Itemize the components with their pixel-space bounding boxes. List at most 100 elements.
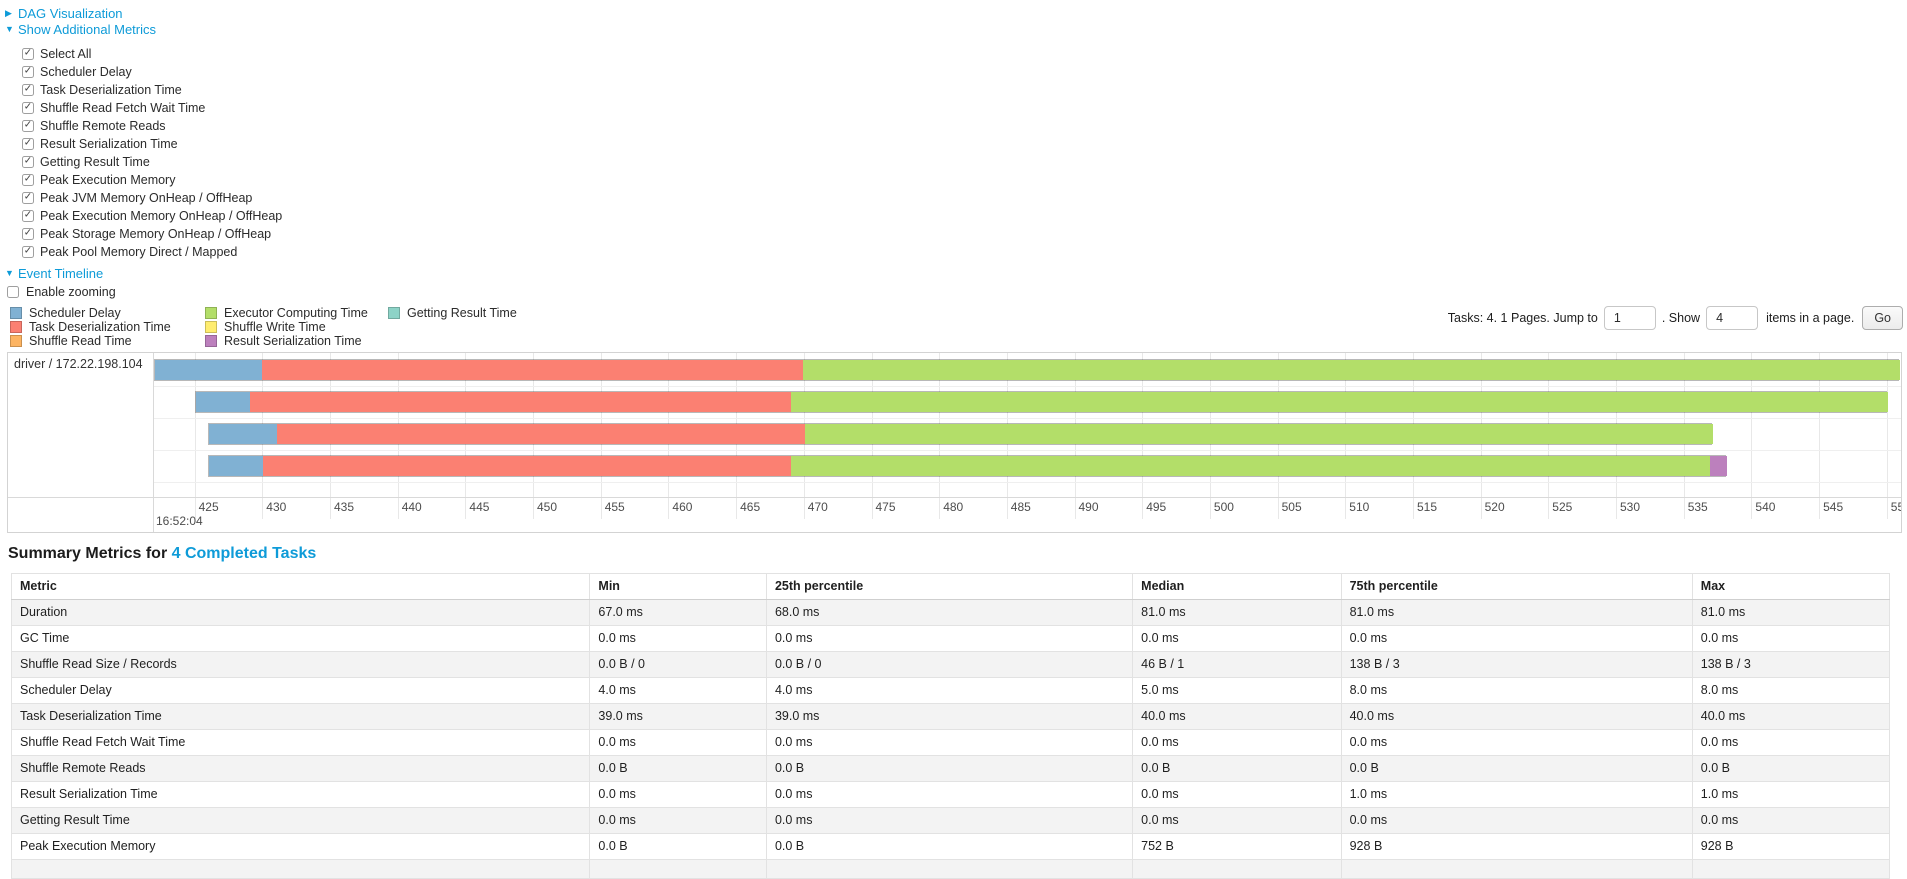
axis-tick-label: 535	[1687, 500, 1708, 514]
axis-tick-label: 450	[537, 500, 558, 514]
legend-item-executor-computing-time: Executor Computing Time	[205, 306, 388, 320]
metric-value-cell: 1.0 ms	[1340, 781, 1693, 808]
scheduler-delay-segment	[195, 392, 250, 412]
gridline	[1751, 353, 1753, 519]
axis-tick-label: 480	[943, 500, 964, 514]
scheduler-delay-segment	[155, 360, 262, 380]
metric-option-peak-execution-memory-onheap-offheap[interactable]: Peak Execution Memory OnHeap / OffHeap	[22, 207, 1907, 225]
metric-value-cell: 8.0 ms	[1691, 677, 1891, 704]
timeline-plot: 425 430 435 440 445 450 455 460 465 470 475 480 485 4…	[154, 353, 1901, 532]
metric-option-shuffle-remote-reads[interactable]: Shuffle Remote Reads	[22, 117, 1907, 135]
axis-tick-label: 550	[1890, 500, 1901, 514]
metric-value-cell: 0.0 ms	[589, 807, 767, 834]
metric-value-cell: 67.0 ms	[589, 599, 767, 626]
checkbox-icon[interactable]	[22, 174, 34, 186]
axis-tick-label: 475	[875, 500, 896, 514]
checkbox-icon[interactable]	[22, 210, 34, 222]
metric-value-cell: 0.0 ms	[1691, 625, 1891, 652]
metric-option-task-deserialization-time[interactable]: Task Deserialization Time	[22, 81, 1907, 99]
legend-label: Scheduler Delay	[29, 306, 121, 320]
dag-visualization-toggle[interactable]: ▶ DAG Visualization	[5, 6, 1907, 21]
metric-option-peak-execution-memory[interactable]: Peak Execution Memory	[22, 171, 1907, 189]
metric-option-shuffle-read-fetch-wait-time[interactable]: Shuffle Read Fetch Wait Time	[22, 99, 1907, 117]
column-header-metric: Metric	[10, 573, 591, 600]
metric-value-cell: 0.0 B	[765, 833, 1134, 860]
checkbox-icon[interactable]	[22, 102, 34, 114]
metric-option-peak-pool-memory-direct-mapped[interactable]: Peak Pool Memory Direct / Mapped	[22, 243, 1907, 261]
metric-value-cell: 138 B / 3	[1340, 651, 1693, 678]
enable-zooming-checkbox[interactable]	[7, 285, 19, 298]
table-row: Getting Result Time 0.0 ms 0.0 ms 0.0 ms 0.0…	[10, 807, 1891, 834]
metric-name-cell: GC Time	[10, 625, 591, 652]
metric-value-cell	[765, 859, 1134, 879]
enable-zooming-option[interactable]: Enable zooming	[7, 283, 1907, 300]
event-timeline-link[interactable]: Event Timeline	[18, 266, 104, 281]
table-row: Shuffle Remote Reads 0.0 B 0.0 B 0.0 B 0.0 B…	[10, 755, 1891, 782]
shuffle-read-swatch-icon	[10, 335, 22, 347]
metric-name-cell: Shuffle Read Fetch Wait Time	[10, 729, 591, 756]
metric-value-cell: 5.0 ms	[1132, 677, 1342, 704]
checkbox-icon[interactable]	[22, 138, 34, 150]
checkbox-icon[interactable]	[22, 120, 34, 132]
scheduler-delay-segment	[209, 424, 277, 444]
checkbox-icon[interactable]	[22, 66, 34, 78]
axis-tick-label: 435	[334, 500, 355, 514]
legend-label: Shuffle Write Time	[224, 320, 326, 334]
metric-value-cell: 40.0 ms	[1691, 703, 1891, 730]
axis-tick-label: 530	[1620, 500, 1641, 514]
metric-value-cell: 4.0 ms	[765, 677, 1134, 704]
task-bar[interactable]	[208, 423, 1713, 445]
task-bar[interactable]	[194, 391, 1888, 413]
checkbox-icon[interactable]	[22, 156, 34, 168]
checkbox-icon[interactable]	[22, 228, 34, 240]
axis-tick-label: 485	[1010, 500, 1031, 514]
gridline	[1819, 353, 1821, 519]
go-button[interactable]: Go	[1862, 306, 1903, 330]
legend-label: Result Serialization Time	[224, 334, 362, 348]
table-header-row: Metric Min 25th percentile Median 75th perce…	[10, 573, 1891, 600]
metric-name-cell: Peak Execution Memory	[10, 833, 591, 860]
checkbox-icon[interactable]	[22, 48, 34, 60]
completed-tasks-link[interactable]: 4 Completed Tasks	[171, 545, 317, 562]
metric-value-cell: 4.0 ms	[589, 677, 767, 704]
legend-column: Scheduler Delay Task Deserialization Time…	[10, 306, 205, 348]
task-bar[interactable]	[208, 455, 1727, 477]
checkbox-icon[interactable]	[22, 192, 34, 204]
checkbox-icon[interactable]	[22, 246, 34, 258]
event-timeline-chart: driver / 172.22.198.104 425 430 435 440 445 4…	[7, 352, 1902, 533]
metric-option-scheduler-delay[interactable]: Scheduler Delay	[22, 63, 1907, 81]
metric-value-cell: 8.0 ms	[1340, 677, 1693, 704]
event-timeline-toggle[interactable]: ▼ Event Timeline	[5, 266, 1907, 281]
axis-tick-label: 440	[401, 500, 422, 514]
metric-option-result-serialization-time[interactable]: Result Serialization Time	[22, 135, 1907, 153]
checkbox-icon[interactable]	[22, 84, 34, 96]
metric-value-cell	[589, 859, 767, 879]
metric-option-peak-jvm-memory-onheap-offheap[interactable]: Peak JVM Memory OnHeap / OffHeap	[22, 189, 1907, 207]
jump-to-page-input[interactable]	[1603, 306, 1656, 330]
metric-value-cell: 0.0 B / 0	[589, 651, 767, 678]
metric-value-cell: 81.0 ms	[1132, 599, 1342, 626]
metric-option-getting-result-time[interactable]: Getting Result Time	[22, 153, 1907, 171]
metric-option-peak-storage-memory-onheap-offheap[interactable]: Peak Storage Memory OnHeap / OffHeap	[22, 225, 1907, 243]
pagination-controls: Tasks: 4. 1 Pages. Jump to . Show items …	[1448, 306, 1907, 330]
metric-option-select-all[interactable]: Select All	[22, 45, 1907, 63]
expanded-arrow-icon: ▼	[5, 268, 14, 278]
axis-base-time: 16:52:04	[156, 514, 203, 528]
show-additional-metrics-link[interactable]: Show Additional Metrics	[18, 22, 157, 37]
metric-name-cell: Getting Result Time	[10, 807, 591, 834]
checkbox-label: Peak Pool Memory Direct / Mapped	[40, 245, 238, 259]
show-additional-metrics-toggle[interactable]: ▼ Show Additional Metrics	[5, 22, 1907, 37]
getting-result-swatch-icon	[388, 307, 400, 319]
executor-computing-segment	[791, 456, 1711, 476]
items-per-page-input[interactable]	[1706, 306, 1759, 330]
checkbox-label: Result Serialization Time	[40, 137, 178, 151]
metric-value-cell: 0.0 B	[1132, 755, 1342, 782]
items-per-page-text: items in a page.	[1766, 311, 1855, 325]
task-deserialization-segment	[263, 456, 792, 476]
task-bar[interactable]	[154, 359, 1900, 381]
axis-tick-label: 515	[1417, 500, 1438, 514]
checkbox-label: Getting Result Time	[40, 155, 150, 169]
row-separator	[154, 418, 1901, 419]
legend-item-task-deserialization-time: Task Deserialization Time	[10, 320, 205, 334]
dag-visualization-link[interactable]: DAG Visualization	[18, 6, 123, 21]
